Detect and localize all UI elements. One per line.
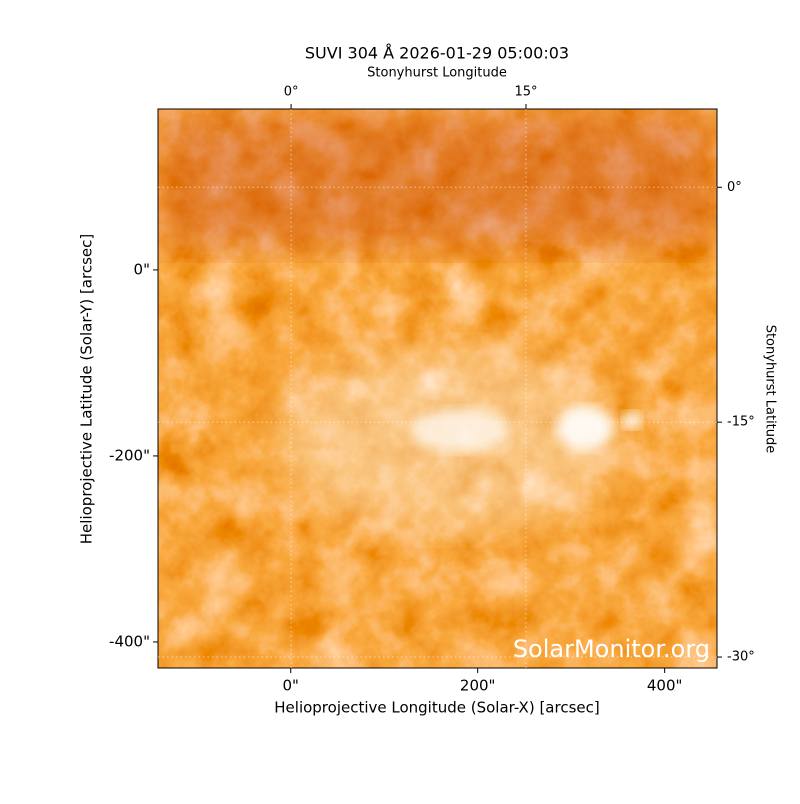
bright-region — [410, 408, 510, 452]
x-tick-label: 0" — [283, 677, 299, 695]
y-tick-label: 0" — [134, 260, 150, 278]
top-tick-label: 15° — [514, 85, 537, 100]
axes: 0" 200" 400" 0" -200" -400" 0° 15° 0° -15° -30° — [109, 85, 755, 695]
solar-image — [158, 109, 717, 668]
watermark: SolarMonitor.org — [513, 635, 710, 663]
dark-band — [158, 109, 717, 249]
right-tick-label: 0° — [727, 180, 742, 195]
x-tick-label: 200" — [460, 677, 496, 695]
right-axis-label: Stonyhurst Latitude — [763, 325, 778, 454]
top-axis-label: Stonyhurst Longitude — [367, 66, 507, 81]
top-tick-label: 0° — [284, 85, 299, 100]
right-tick-label: -30° — [727, 650, 755, 665]
y-axis-label: Helioprojective Latitude (Solar-Y) [arcs… — [78, 234, 96, 544]
right-tick-label: -15° — [727, 415, 755, 430]
x-axis-label: Helioprojective Longitude (Solar-X) [arc… — [274, 699, 599, 717]
chart-title: SUVI 304 Å 2026-01-29 05:00:03 — [305, 44, 569, 63]
plot-frame — [157, 108, 718, 669]
bright-region — [622, 411, 642, 429]
y-tick-label: -400" — [109, 632, 150, 650]
y-tick-label: -200" — [109, 446, 150, 464]
x-tick-label: 400" — [647, 677, 683, 695]
bright-region — [557, 406, 613, 450]
